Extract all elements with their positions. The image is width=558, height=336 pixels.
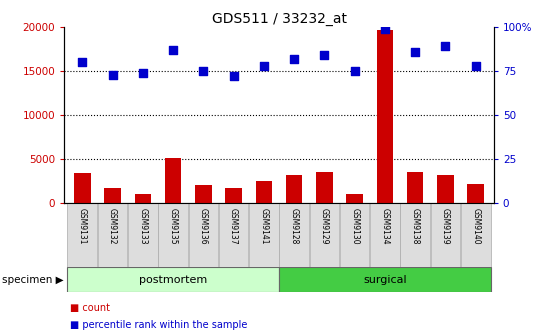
Point — [320, 52, 329, 58]
Text: GSM9131: GSM9131 — [78, 208, 87, 245]
Bar — [347, 194, 363, 203]
Point — [259, 63, 268, 69]
Point — [350, 68, 359, 74]
Bar — [98, 203, 127, 267]
Bar — [134, 194, 151, 203]
Text: ■ percentile rank within the sample: ■ percentile rank within the sample — [70, 320, 247, 330]
Bar — [310, 203, 339, 267]
Bar — [104, 188, 121, 203]
Point — [169, 47, 177, 52]
Text: GSM9139: GSM9139 — [441, 208, 450, 245]
Bar — [431, 203, 460, 267]
Bar — [68, 203, 97, 267]
Point — [441, 44, 450, 49]
Bar — [68, 267, 278, 292]
Point — [138, 70, 147, 75]
Bar — [225, 188, 242, 203]
Text: GSM9135: GSM9135 — [169, 208, 177, 245]
Text: postmortem: postmortem — [139, 275, 207, 285]
Bar — [256, 181, 272, 203]
Bar — [249, 203, 278, 267]
Point — [381, 26, 389, 31]
Point — [78, 59, 87, 65]
Bar — [280, 267, 490, 292]
Bar — [128, 203, 158, 267]
Bar — [468, 184, 484, 203]
Bar — [461, 203, 490, 267]
Text: GSM9132: GSM9132 — [108, 208, 117, 245]
Point — [229, 74, 238, 79]
Bar — [407, 171, 424, 203]
Bar — [195, 185, 211, 203]
Bar — [74, 173, 90, 203]
Bar — [158, 203, 188, 267]
Text: ■ count: ■ count — [70, 303, 110, 313]
Bar — [370, 203, 400, 267]
Text: GSM9130: GSM9130 — [350, 208, 359, 245]
Text: specimen ▶: specimen ▶ — [2, 275, 64, 285]
Bar — [400, 203, 430, 267]
Bar — [280, 203, 309, 267]
Title: GDS511 / 33232_at: GDS511 / 33232_at — [211, 12, 347, 26]
Text: GSM9138: GSM9138 — [411, 208, 420, 245]
Bar — [437, 175, 454, 203]
Text: GSM9129: GSM9129 — [320, 208, 329, 245]
Text: GSM9134: GSM9134 — [381, 208, 389, 245]
Text: GSM9137: GSM9137 — [229, 208, 238, 245]
Text: GSM9136: GSM9136 — [199, 208, 208, 245]
Text: GSM9128: GSM9128 — [290, 208, 299, 245]
Text: GSM9133: GSM9133 — [138, 208, 147, 245]
Bar — [316, 172, 333, 203]
Bar — [219, 203, 248, 267]
Point — [199, 68, 208, 74]
Text: GSM9141: GSM9141 — [259, 208, 268, 245]
Bar — [286, 175, 302, 203]
Text: surgical: surgical — [363, 275, 407, 285]
Point — [471, 63, 480, 69]
Point — [411, 49, 420, 54]
Point — [290, 56, 299, 61]
Point — [108, 72, 117, 77]
Bar — [165, 158, 181, 203]
Bar — [340, 203, 369, 267]
Bar — [377, 30, 393, 203]
Text: GSM9140: GSM9140 — [471, 208, 480, 245]
Bar — [189, 203, 218, 267]
